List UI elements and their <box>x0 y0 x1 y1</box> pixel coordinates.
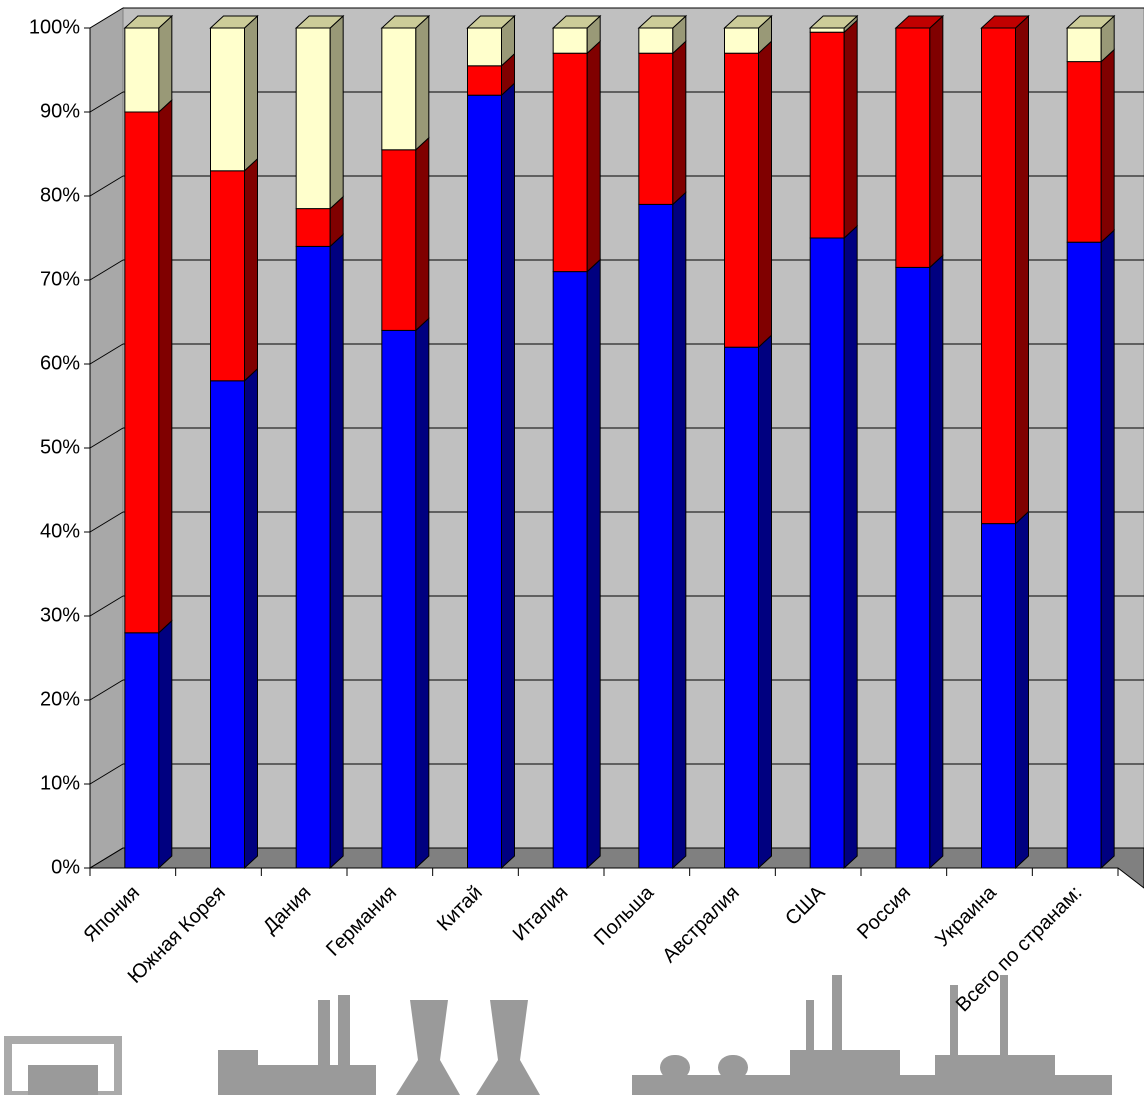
bar-segment <box>725 28 759 53</box>
bar-segment <box>296 28 330 209</box>
bar-segment <box>810 238 844 868</box>
bar-side <box>159 100 172 633</box>
y-tick-label: 20% <box>40 688 80 710</box>
tank <box>660 1055 690 1080</box>
bar-side <box>416 138 429 331</box>
chimney <box>806 1000 814 1055</box>
bar-segment <box>553 28 587 53</box>
bar-segment <box>296 246 330 868</box>
bar-segment <box>810 32 844 238</box>
x-tick-label: Дания <box>259 882 315 938</box>
bar-segment <box>382 330 416 868</box>
bar-segment <box>1067 62 1101 243</box>
bar-segment <box>982 524 1016 868</box>
chart: 0%10%20%30%40%50%60%70%80%90%100%ЯпонияЮ… <box>0 0 1144 1095</box>
bar-side <box>1016 512 1029 868</box>
factory-silhouettes <box>8 975 1112 1095</box>
bar-side <box>1016 16 1029 524</box>
bar-side <box>245 369 258 868</box>
chimney <box>318 1000 330 1065</box>
icon <box>28 1065 98 1095</box>
bar-segment <box>982 28 1016 524</box>
bar-side <box>502 83 515 868</box>
x-tick-label: Италия <box>509 882 573 946</box>
bar-segment <box>639 204 673 868</box>
tank <box>718 1055 748 1080</box>
building <box>935 1055 1055 1080</box>
bar-side <box>159 621 172 868</box>
y-tick-label: 100% <box>29 16 80 38</box>
x-tick-label: Китай <box>433 882 487 936</box>
x-tick-label: США <box>781 881 830 930</box>
bar-segment <box>725 53 759 347</box>
bar-segment <box>468 95 502 868</box>
bar-segment <box>382 150 416 331</box>
bar-side <box>587 260 600 868</box>
y-tick-label: 70% <box>40 268 80 290</box>
bar-side <box>759 335 772 868</box>
cooling-tower <box>476 1000 540 1095</box>
bar-side <box>930 255 943 868</box>
chimney <box>1000 975 1008 1055</box>
bar-segment <box>553 272 587 868</box>
bar-segment <box>1067 242 1101 868</box>
bar-side <box>245 159 258 381</box>
y-tick-label: 40% <box>40 520 80 542</box>
bar-segment <box>468 66 502 95</box>
bar-side <box>245 16 258 171</box>
x-tick-label: Украина <box>931 881 1001 951</box>
y-tick-label: 50% <box>40 436 80 458</box>
bar-side <box>844 226 857 868</box>
bar-segment <box>896 267 930 868</box>
building <box>218 1050 258 1095</box>
y-tick-label: 60% <box>40 352 80 374</box>
bar-segment <box>553 53 587 271</box>
bar-segment <box>211 171 245 381</box>
bar-segment <box>211 381 245 868</box>
bar-side <box>1101 50 1114 243</box>
bar-side <box>673 192 686 868</box>
bar-segment <box>125 112 159 633</box>
y-tick-label: 30% <box>40 604 80 626</box>
x-tick-label: Польша <box>590 881 659 950</box>
bar-side <box>673 41 686 204</box>
bar-side <box>159 16 172 112</box>
y-tick-label: 90% <box>40 100 80 122</box>
bar-segment <box>382 28 416 150</box>
bar-side <box>844 20 857 238</box>
y-tick-label: 0% <box>51 856 80 878</box>
bar-segment <box>810 28 844 32</box>
x-tick-label: Россия <box>853 882 915 944</box>
bar-segment <box>211 28 245 171</box>
building <box>258 1065 376 1095</box>
bar-segment <box>296 209 330 247</box>
bar-side <box>416 318 429 868</box>
bar-segment <box>125 28 159 112</box>
x-tick-label: Япония <box>79 882 144 947</box>
bar-segment <box>639 28 673 53</box>
bar-side <box>330 234 343 868</box>
x-tick-label: Германия <box>322 882 401 961</box>
x-tick-label: Австралия <box>658 882 743 967</box>
bar-side <box>1101 230 1114 868</box>
bar-side <box>330 16 343 209</box>
bar-segment <box>468 28 502 66</box>
bar-side <box>759 41 772 347</box>
bar-segment <box>725 347 759 868</box>
bar-segment <box>896 28 930 267</box>
chimney <box>338 995 350 1065</box>
bar-side <box>930 16 943 267</box>
y-tick-label: 80% <box>40 184 80 206</box>
bar-segment <box>1067 28 1101 62</box>
y-tick-label: 10% <box>40 772 80 794</box>
bar-segment <box>639 53 673 204</box>
bar-side <box>416 16 429 150</box>
bar-segment <box>125 633 159 868</box>
cooling-tower <box>396 1000 460 1095</box>
bar-side <box>587 41 600 271</box>
chimney <box>832 975 842 1055</box>
